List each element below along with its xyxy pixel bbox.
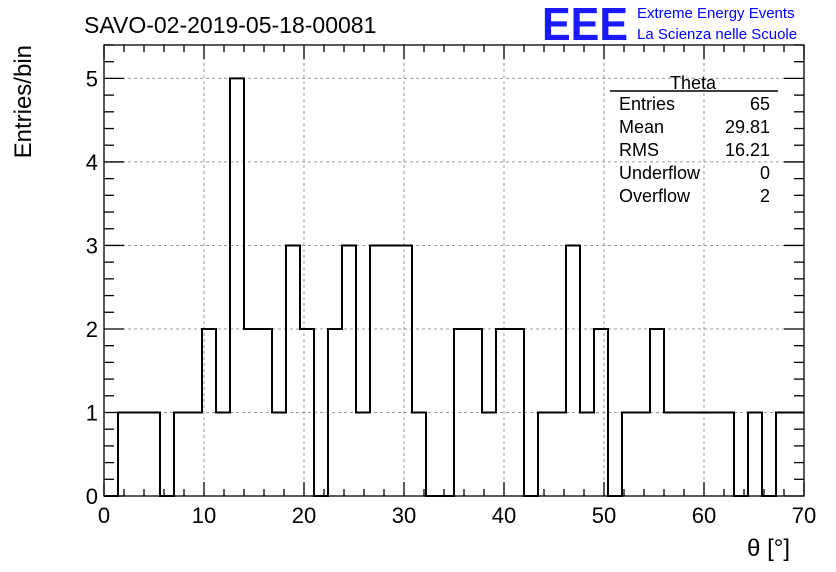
- y-tick-label: 3: [86, 233, 98, 258]
- stats-value-overflow: 2: [760, 186, 770, 206]
- stats-value-entries: 65: [750, 94, 770, 114]
- y-axis-label: Entries/bin: [10, 45, 37, 158]
- x-axis-label: θ [°]: [747, 535, 790, 562]
- stats-label-rms: RMS: [619, 140, 659, 160]
- y-tick-label: 4: [86, 150, 98, 175]
- stats-title: Theta: [670, 73, 717, 93]
- y-tick-labels: 0 1 2 3 4 5: [86, 66, 98, 509]
- x-tick-label: 50: [592, 503, 616, 528]
- x-tick-label: 10: [192, 503, 216, 528]
- stats-box: Theta Entries 65 Mean 29.81 RMS 16.21 Un…: [610, 73, 778, 206]
- axis-ticks: [103, 44, 805, 497]
- x-tick-label: 40: [492, 503, 516, 528]
- stats-value-underflow: 0: [760, 163, 770, 183]
- stats-label-overflow: Overflow: [619, 186, 691, 206]
- x-tick-label: 60: [692, 503, 716, 528]
- project-subtitle: La Scienza nelle Scuole: [637, 26, 797, 43]
- x-tick-label: 20: [292, 503, 316, 528]
- plot-frame: [103, 44, 805, 497]
- stats-label-underflow: Underflow: [619, 163, 701, 183]
- stats-value-mean: 29.81: [725, 117, 770, 137]
- x-tick-labels: 0 10 20 30 40 50 60 70: [98, 503, 816, 528]
- stats-label-mean: Mean: [619, 117, 664, 137]
- run-title: SAVO-02-2019-05-18-00081: [84, 12, 376, 38]
- y-tick-label: 5: [86, 66, 98, 91]
- x-tick-label: 0: [98, 503, 110, 528]
- y-tick-label: 1: [86, 400, 98, 425]
- eee-logo: EEE: [542, 0, 628, 50]
- stats-value-rms: 16.21: [725, 140, 770, 160]
- x-tick-label: 70: [792, 503, 816, 528]
- x-tick-label: 30: [392, 503, 416, 528]
- y-tick-label: 0: [86, 484, 98, 509]
- y-tick-label: 2: [86, 317, 98, 342]
- stats-label-entries: Entries: [619, 94, 675, 114]
- project-name: Extreme Energy Events: [637, 5, 795, 22]
